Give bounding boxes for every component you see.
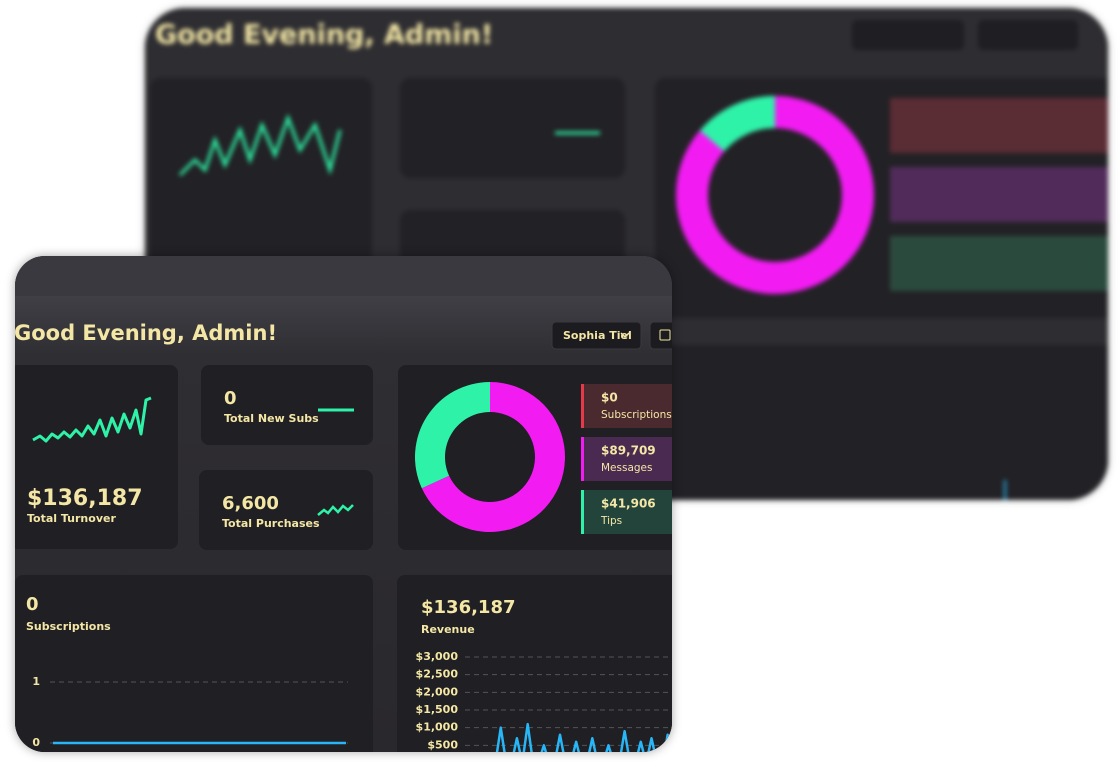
card xyxy=(15,575,373,752)
y-tick-label: 1 xyxy=(32,675,40,688)
legend-accent xyxy=(581,490,584,534)
turnover-sparkline xyxy=(32,396,152,443)
legend-value: $89,709 xyxy=(601,444,656,458)
legend-label: Messages xyxy=(601,462,653,474)
bg-legend xyxy=(890,98,1108,153)
y-tick-label: $3,000 xyxy=(416,650,459,663)
user-dropdown[interactable] xyxy=(551,321,642,350)
bg-donut-segment xyxy=(699,96,776,152)
legend-label: Tips xyxy=(600,515,622,527)
legend-value: $41,906 xyxy=(601,497,656,511)
card xyxy=(199,470,373,550)
chart-total: 0 xyxy=(26,594,39,615)
card-value: 0 xyxy=(224,388,237,409)
legend-accent xyxy=(581,384,584,428)
chart-title: Subscriptions xyxy=(26,620,111,633)
card-label: Total Purchases xyxy=(222,517,320,530)
y-tick-label: $500 xyxy=(427,738,458,751)
legend-accent xyxy=(581,437,584,481)
y-tick-label: $2,000 xyxy=(416,685,459,698)
donut-segment xyxy=(414,382,490,489)
card xyxy=(397,575,672,752)
legend-box xyxy=(581,437,672,481)
greeting: Good Evening, Admin! xyxy=(15,321,277,345)
bg-button xyxy=(852,20,964,50)
donut-segment xyxy=(421,382,565,532)
card-value: $136,187 xyxy=(27,486,143,511)
dropdown-arrow xyxy=(620,332,630,339)
card xyxy=(201,365,373,445)
user-name: Sophia Tiel xyxy=(563,329,632,342)
legend-label: Subscriptions xyxy=(601,409,672,421)
card-label: Total New Subs xyxy=(224,412,319,425)
legend-box xyxy=(581,490,672,534)
y-tick-label: $1,500 xyxy=(416,703,459,716)
date-button[interactable] xyxy=(649,321,672,350)
bg-legend xyxy=(890,236,1108,291)
dashboard: Good Evening, Admin! Sophia Tiel $136,18… xyxy=(15,256,672,752)
bg-card xyxy=(655,345,1108,500)
y-tick-label: $2,500 xyxy=(416,668,459,681)
card-label: Total Turnover xyxy=(27,512,116,525)
bg-legend xyxy=(890,167,1108,222)
screen-top xyxy=(15,256,672,296)
chart-total: $136,187 xyxy=(421,597,516,618)
card-value: 6,600 xyxy=(222,493,279,514)
bg-sparkline xyxy=(178,113,342,177)
y-tick-label: 0 xyxy=(32,736,40,749)
calendar-icon xyxy=(659,329,671,341)
bg-button xyxy=(978,20,1078,50)
bg-greeting: Good Evening, Admin! xyxy=(155,20,493,51)
bg-card xyxy=(400,78,625,178)
chart-title: Revenue xyxy=(421,623,475,636)
legend-value: $0 xyxy=(601,391,618,405)
y-tick-label: $1,000 xyxy=(416,721,459,734)
legend-box xyxy=(581,384,672,428)
foreground-photo: Good Evening, Admin! Sophia Tiel $136,18… xyxy=(15,256,672,752)
purchases-sparkline xyxy=(317,504,354,516)
